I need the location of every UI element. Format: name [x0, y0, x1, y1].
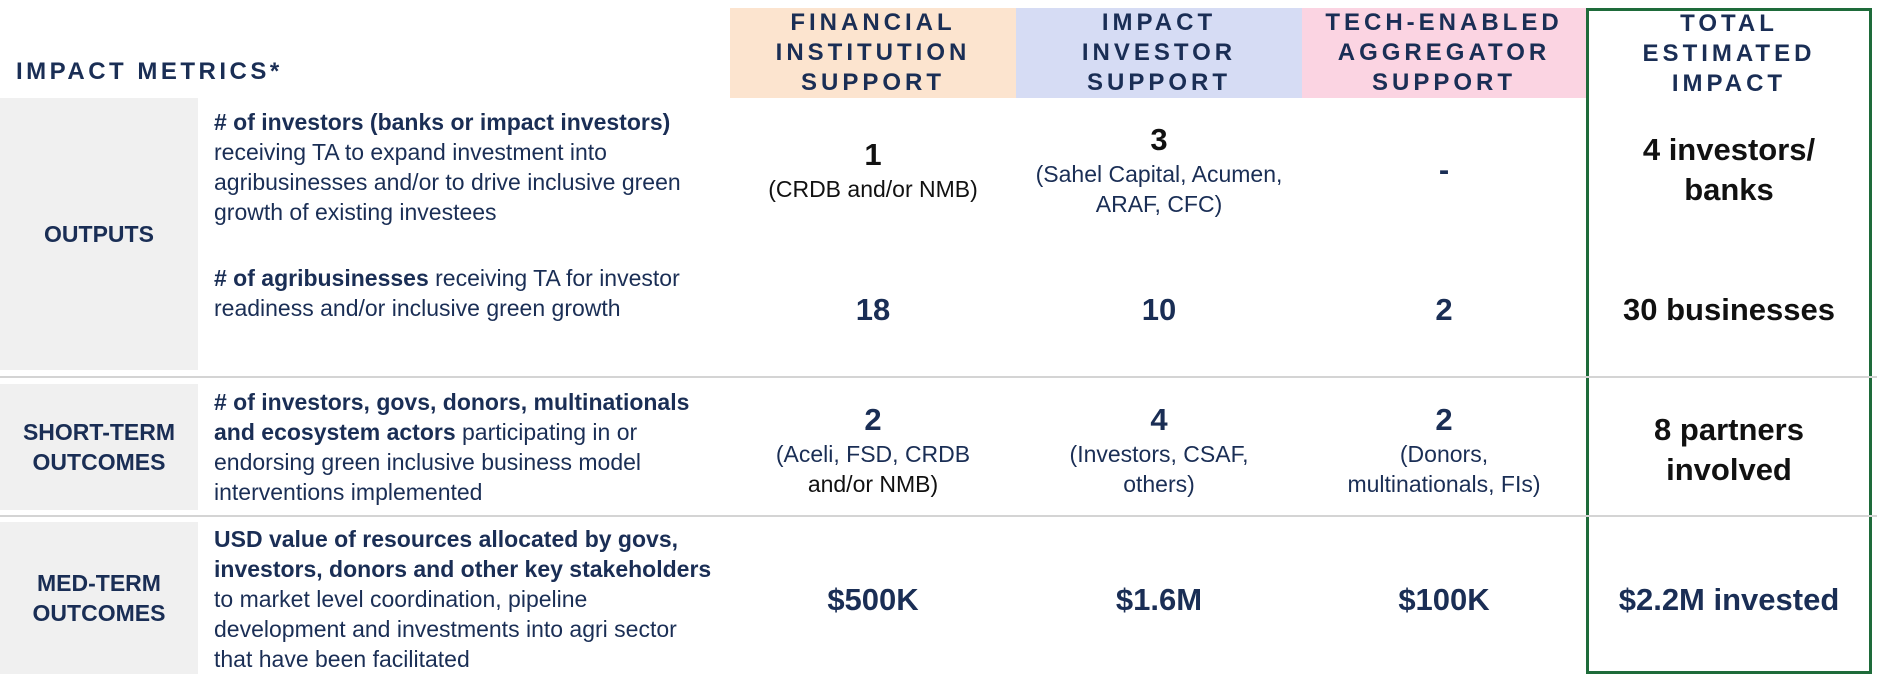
- cell-total-agribusinesses: 30 businesses: [1623, 292, 1835, 327]
- cell-ta-agribusinesses: 2: [1435, 292, 1453, 327]
- section-label-outputs: OUTPUTS: [0, 98, 198, 370]
- metric-description: # of investors (banks or impact investor…: [214, 109, 681, 225]
- column-header-financial-institution: FINANCIAL INSTITUTION SUPPORT: [730, 8, 1016, 98]
- cell-fi-partners: 2 (Aceli, FSD, CRDB and/or NMB): [775, 402, 971, 497]
- cell-ta-partners: 2 (Donors, multinationals, FIs): [1347, 402, 1541, 497]
- cell-fi-resources: $500K: [827, 582, 919, 617]
- cell-total-investors: 4 investors/banks: [1642, 132, 1816, 207]
- cell-fi-investors: 1 (CRDB and/or NMB): [768, 137, 978, 202]
- cell-ta-resources: $100K: [1398, 582, 1490, 617]
- total-column-border: [1586, 8, 1872, 674]
- section-label-med-term-outcomes: MED-TERM OUTCOMES: [0, 522, 198, 674]
- row-divider: [0, 376, 1877, 378]
- metric-description: # of investors, govs, donors, multinatio…: [214, 389, 690, 505]
- metric-description: # of agribusinesses receiving TA for inv…: [214, 265, 680, 321]
- column-header-total-estimated-impact: TOTAL ESTIMATED IMPACT: [1642, 10, 1816, 97]
- column-header-tech-enabled-aggregator: TECH-ENABLED AGGREGATOR SUPPORT: [1302, 8, 1586, 98]
- metric-description: USD value of resources allocated by govs…: [214, 526, 712, 672]
- cell-ii-investors: 3 (Sahel Capital, Acumen, ARAF, CFC): [1035, 122, 1283, 217]
- page-title: IMPACT METRICS*: [16, 58, 283, 85]
- cell-total-resources: $2.2M invested: [1618, 582, 1840, 617]
- cell-ii-agribusinesses: 10: [1141, 292, 1177, 327]
- cell-total-partners: 8 partners involved: [1654, 412, 1804, 487]
- column-header-impact-investor: IMPACT INVESTOR SUPPORT: [1016, 8, 1302, 98]
- cell-ii-partners: 4 (Investors, CSAF, others): [1069, 402, 1249, 497]
- cell-ii-resources: $1.6M: [1115, 582, 1203, 617]
- cell-ta-investors: -: [1438, 152, 1450, 187]
- cell-fi-agribusinesses: 18: [855, 292, 891, 327]
- row-divider: [0, 515, 1877, 517]
- section-label-short-term-outcomes: SHORT-TERM OUTCOMES: [0, 384, 198, 510]
